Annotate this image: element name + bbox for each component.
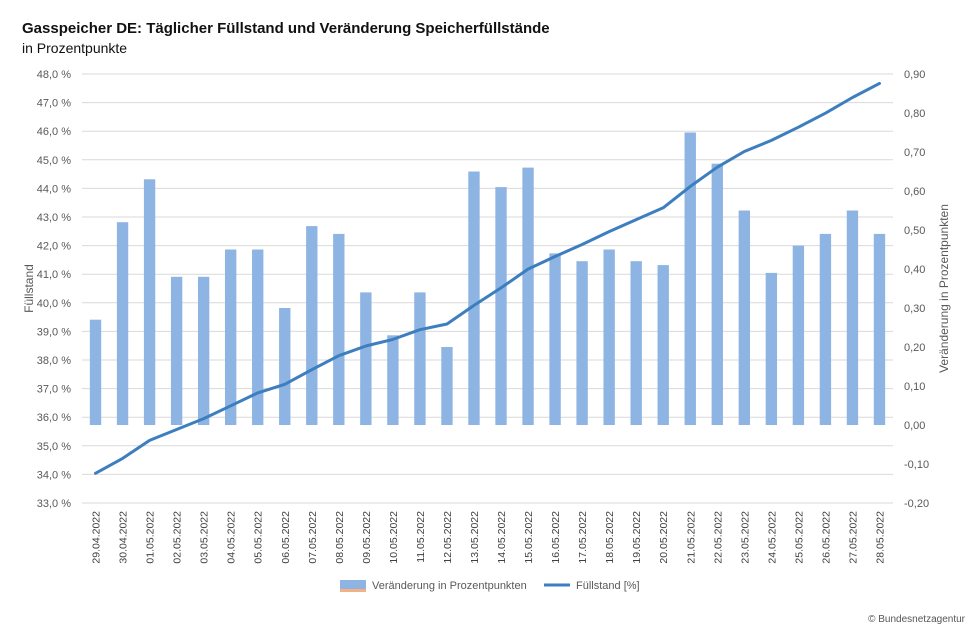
bar — [360, 292, 372, 425]
bar — [657, 265, 669, 425]
x-tick-label: 20.05.2022 — [658, 511, 670, 564]
y-tick-label: 41,0 % — [37, 269, 71, 281]
y-tick-label: 37,0 % — [37, 384, 71, 396]
y2-tick-label: 0,80 — [904, 108, 925, 120]
y-tick-label: 34,0 % — [37, 469, 71, 481]
x-tick-label: 28.05.2022 — [874, 511, 886, 564]
y-tick-label: 39,0 % — [37, 326, 71, 338]
bar — [306, 226, 318, 425]
legend-swatch-accent — [340, 589, 366, 592]
bar — [252, 249, 264, 425]
bar — [279, 308, 291, 425]
x-tick-label: 21.05.2022 — [685, 511, 697, 564]
fuellstand-line — [94, 81, 881, 475]
bar — [576, 261, 588, 425]
x-tick-label: 25.05.2022 — [793, 511, 805, 564]
copyright-note: © Bundesnetzagentur — [868, 614, 965, 625]
bar — [89, 319, 102, 425]
x-tick-label: 22.05.2022 — [712, 511, 724, 564]
y2-tick-label: 0,40 — [904, 264, 925, 276]
x-tick-label: 14.05.2022 — [496, 511, 508, 564]
x-tick-label: 04.05.2022 — [226, 511, 238, 564]
x-tick-label: 23.05.2022 — [739, 511, 751, 564]
x-tick-label: 13.05.2022 — [469, 511, 481, 564]
x-tick-label: 09.05.2022 — [361, 511, 373, 564]
y-tick-label: 33,0 % — [37, 498, 71, 510]
bar — [333, 233, 345, 425]
bar — [846, 210, 859, 425]
y2-tick-label: 0,50 — [904, 225, 925, 237]
bar — [738, 210, 750, 425]
x-tick-label: 05.05.2022 — [253, 511, 265, 564]
y-axis-title: Füllstand — [22, 264, 36, 313]
y2-tick-label: 0,30 — [904, 303, 925, 315]
bar — [819, 233, 832, 425]
bar — [225, 249, 237, 425]
bar — [630, 261, 642, 425]
y-tick-label: 43,0 % — [37, 212, 71, 224]
y-tick-label: 42,0 % — [37, 241, 71, 253]
x-tick-label: 26.05.2022 — [820, 511, 832, 564]
x-tick-label: 29.04.2022 — [91, 511, 103, 564]
y2-tick-label: -0,10 — [904, 459, 929, 471]
chart-title: Gasspeicher DE: Täglicher Füllstand und … — [22, 20, 550, 37]
bar — [468, 171, 480, 425]
bar — [441, 347, 453, 425]
y-tick-label: 46,0 % — [37, 126, 71, 138]
legend-label-bars: Veränderung in Prozentpunkten — [372, 580, 527, 592]
x-tick-label: 03.05.2022 — [199, 511, 211, 564]
bar — [143, 179, 156, 425]
x-tick-label: 10.05.2022 — [388, 511, 400, 564]
y2-tick-label: 0,70 — [904, 147, 925, 159]
x-tick-label: 07.05.2022 — [307, 511, 319, 564]
legend-swatch-bars — [340, 580, 366, 589]
bar — [549, 253, 561, 425]
x-tick-label: 08.05.2022 — [334, 511, 346, 564]
bar — [765, 272, 778, 425]
bar — [414, 292, 426, 425]
chart-subtitle: in Prozentpunkte — [22, 40, 128, 56]
y2-axis-title: Veränderung in Prozentpunkten — [937, 204, 951, 373]
bar — [603, 249, 615, 425]
y2-tick-label: 0,90 — [904, 69, 925, 81]
y2-tick-label: -0,20 — [904, 498, 929, 510]
y2-tick-label: 0,60 — [904, 186, 925, 198]
y-tick-label: 38,0 % — [37, 355, 71, 367]
y-tick-label: 36,0 % — [37, 412, 71, 424]
y-tick-label: 47,0 % — [37, 98, 71, 110]
x-tick-label: 18.05.2022 — [604, 511, 616, 564]
bar — [522, 167, 534, 425]
y-tick-label: 40,0 % — [37, 298, 71, 310]
x-tick-label: 17.05.2022 — [577, 511, 589, 564]
bar — [116, 222, 129, 425]
x-tick-label: 12.05.2022 — [442, 511, 454, 564]
x-tick-label: 24.05.2022 — [766, 511, 778, 564]
y-tick-label: 35,0 % — [37, 441, 71, 453]
y2-tick-label: 0,20 — [904, 342, 925, 354]
x-tick-label: 19.05.2022 — [631, 511, 643, 564]
bar — [387, 335, 399, 425]
x-tick-label: 16.05.2022 — [550, 511, 562, 564]
x-tick-label: 02.05.2022 — [172, 511, 184, 564]
y-tick-label: 45,0 % — [37, 155, 71, 167]
x-tick-label: 11.05.2022 — [415, 511, 427, 563]
bar — [792, 245, 805, 425]
legend-label-line: Füllstand [%] — [576, 580, 640, 592]
bar — [197, 276, 210, 425]
bar — [684, 132, 696, 425]
y2-tick-label: 0,00 — [904, 420, 925, 432]
bar — [711, 163, 723, 425]
x-tick-label: 01.05.2022 — [145, 511, 157, 564]
bar — [873, 233, 886, 425]
bar — [495, 187, 507, 425]
x-tick-label: 15.05.2022 — [523, 511, 535, 564]
x-tick-label: 30.04.2022 — [118, 511, 130, 564]
y-tick-label: 48,0 % — [37, 69, 71, 81]
bar — [170, 276, 183, 425]
x-tick-label: 06.05.2022 — [280, 511, 292, 564]
y-tick-label: 44,0 % — [37, 183, 71, 195]
x-tick-label: 27.05.2022 — [847, 511, 859, 564]
y2-tick-label: 0,10 — [904, 381, 925, 393]
